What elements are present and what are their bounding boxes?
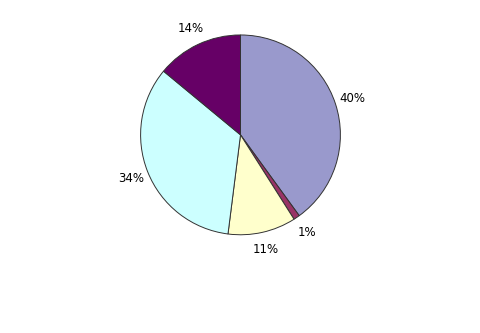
Text: 14%: 14% [177,22,203,35]
Text: 34%: 34% [118,172,144,185]
Wedge shape [240,135,299,219]
Text: 40%: 40% [339,92,365,105]
Wedge shape [240,35,340,216]
Wedge shape [228,135,293,235]
Wedge shape [163,35,240,135]
Text: 1%: 1% [297,226,315,239]
Wedge shape [140,71,240,234]
Text: 11%: 11% [252,243,279,256]
